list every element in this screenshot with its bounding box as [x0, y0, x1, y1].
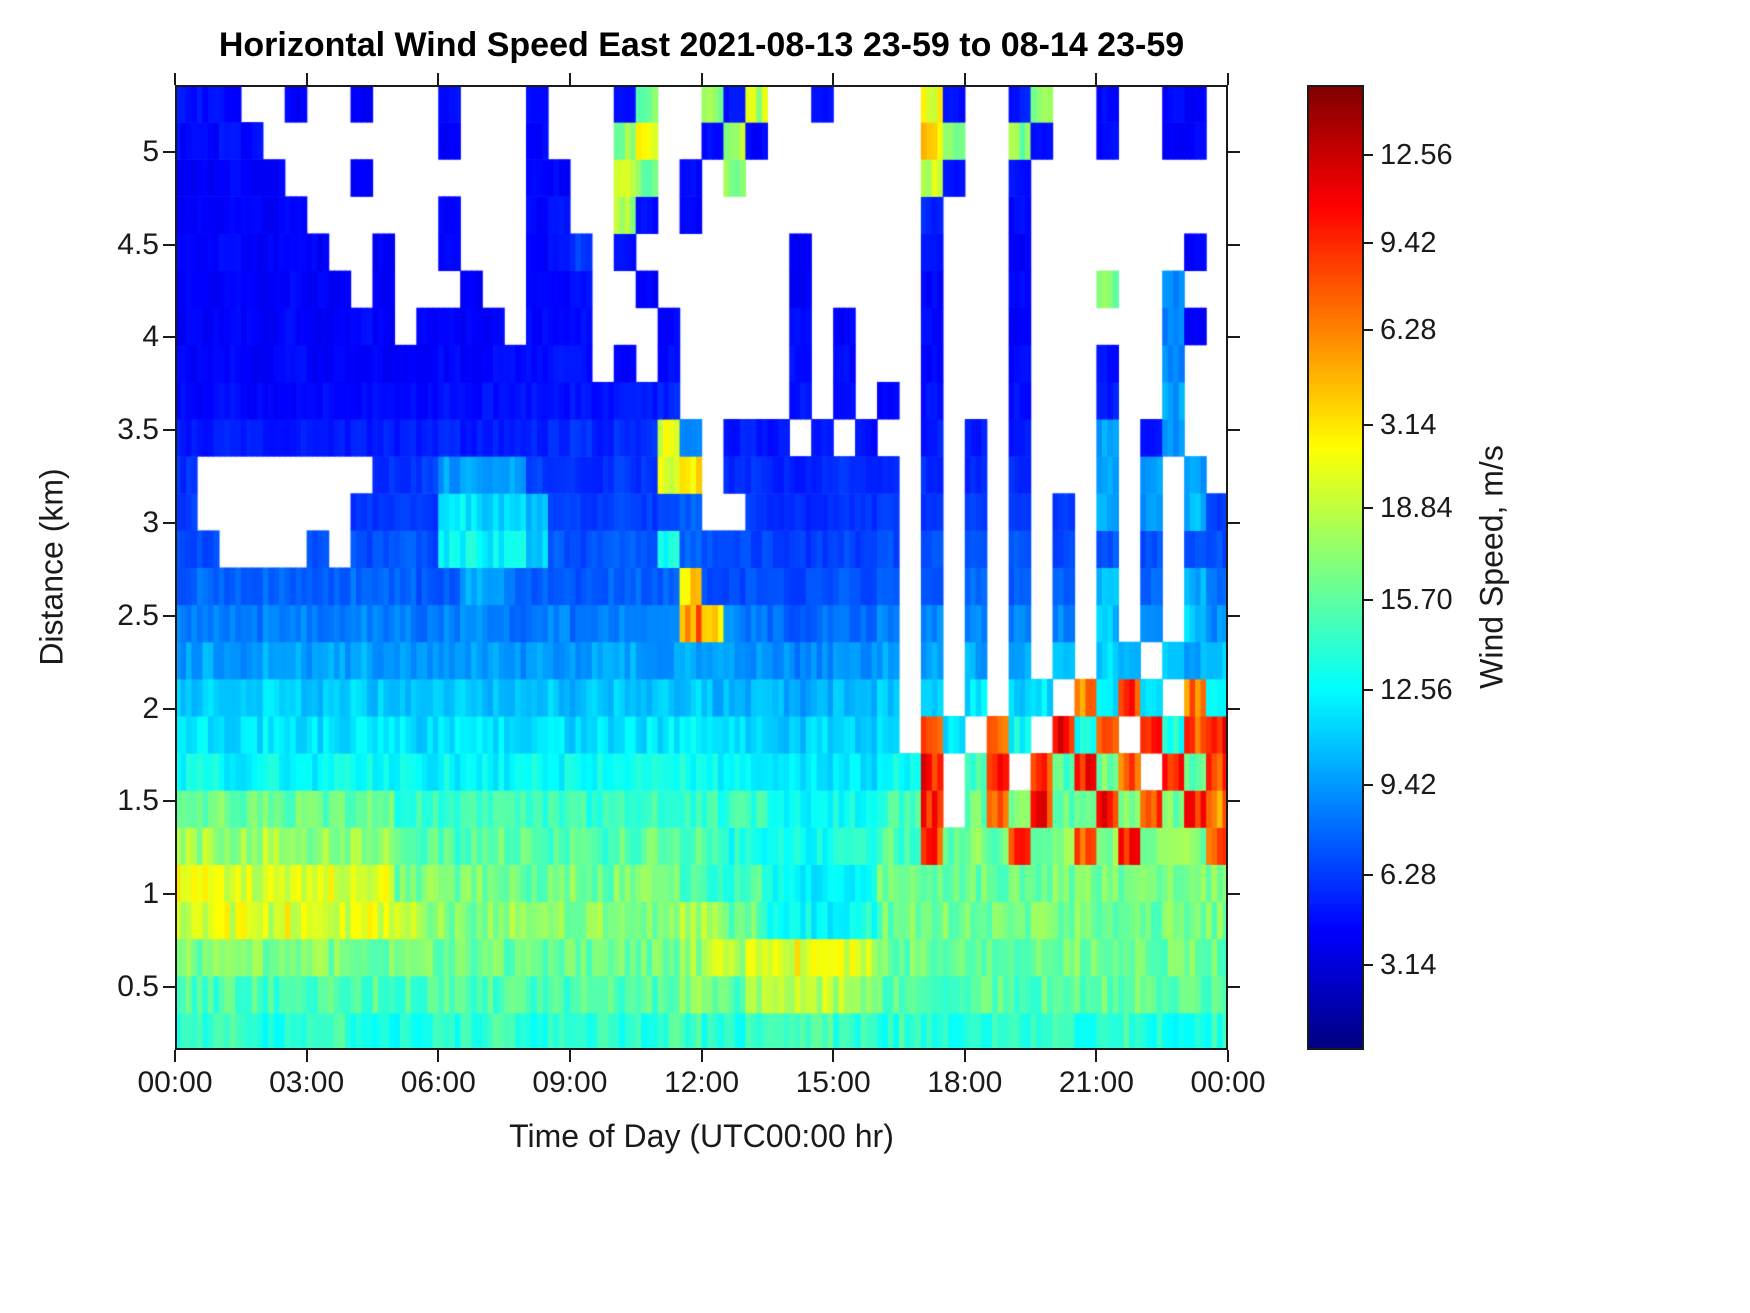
y-tick-mark — [163, 243, 175, 246]
x-tick-mark — [1227, 1050, 1229, 1062]
y-tick-mark-right — [1228, 429, 1240, 432]
y-tick-label: 2.5 — [117, 598, 159, 632]
y-tick-mark — [163, 893, 175, 896]
colorbar-tick-label: 9.42 — [1380, 227, 1437, 260]
x-tick-mark — [437, 1050, 440, 1062]
colorbar-tick-mark — [1364, 329, 1373, 332]
x-tick-label: 00:00 — [137, 1066, 213, 1099]
x-tick-mark-top — [174, 73, 176, 85]
colorbar-tick-label: 12.56 — [1380, 139, 1453, 172]
y-tick-label: 3.5 — [117, 413, 159, 447]
x-tick-mark-top — [832, 73, 835, 85]
colorbar-tick-mark — [1364, 874, 1373, 877]
y-tick-mark — [163, 614, 175, 617]
x-tick-label: 00:00 — [1190, 1066, 1266, 1099]
y-tick-mark — [163, 336, 175, 339]
y-axis-label: Distance (km) — [33, 468, 70, 666]
y-tick-mark-right — [1228, 800, 1240, 803]
y-tick-label: 3 — [142, 505, 159, 539]
y-tick-label: 1.5 — [117, 784, 159, 818]
x-tick-mark — [963, 1050, 966, 1062]
x-tick-label: 06:00 — [400, 1066, 476, 1099]
x-tick-mark-top — [305, 73, 308, 85]
y-tick-label: 2 — [142, 691, 159, 725]
colorbar-tick-label: 3.14 — [1380, 408, 1437, 441]
x-tick-mark — [832, 1050, 835, 1062]
x-tick-mark — [174, 1050, 176, 1062]
x-tick-mark-top — [437, 73, 440, 85]
x-tick-mark — [1095, 1050, 1098, 1062]
x-tick-label: 15:00 — [795, 1066, 871, 1099]
y-tick-mark-right — [1228, 336, 1240, 339]
colorbar-tick-mark — [1364, 154, 1373, 157]
y-tick-mark — [163, 985, 175, 988]
x-tick-mark — [305, 1050, 308, 1062]
colorbar-tick-mark — [1364, 423, 1373, 426]
y-tick-label: 4 — [142, 320, 159, 354]
colorbar-tick-mark — [1364, 783, 1373, 786]
y-tick-mark-right — [1228, 521, 1240, 524]
colorbar-label: Wind Speed, m/s — [1473, 445, 1510, 689]
colorbar-tick-label: 3.14 — [1380, 949, 1437, 982]
x-tick-mark — [568, 1050, 571, 1062]
y-tick-label: 0.5 — [117, 969, 159, 1003]
x-tick-label: 18:00 — [927, 1066, 1003, 1099]
colorbar-tick-label: 9.42 — [1380, 768, 1437, 801]
colorbar-gradient — [1307, 85, 1364, 1050]
y-tick-label: 1 — [142, 877, 159, 911]
x-tick-mark-top — [1227, 73, 1229, 85]
y-tick-mark — [163, 429, 175, 432]
colorbar-tick-label: 6.28 — [1380, 314, 1437, 347]
y-tick-mark — [163, 800, 175, 803]
colorbar-tick-mark — [1364, 242, 1373, 245]
colorbar-tick-mark — [1364, 506, 1373, 509]
y-tick-mark — [163, 521, 175, 524]
x-tick-mark — [700, 1050, 703, 1062]
y-tick-mark — [163, 707, 175, 710]
y-tick-label: 5 — [142, 134, 159, 168]
y-tick-mark-right — [1228, 243, 1240, 246]
colorbar-tick-label: 18.84 — [1380, 491, 1453, 524]
y-tick-mark-right — [1228, 614, 1240, 617]
heatmap-canvas — [175, 85, 1228, 1050]
x-tick-mark-top — [1095, 73, 1098, 85]
colorbar-tick-label: 6.28 — [1380, 859, 1437, 892]
x-tick-label: 03:00 — [269, 1066, 345, 1099]
x-tick-label: 21:00 — [1058, 1066, 1134, 1099]
colorbar-tick-mark — [1364, 964, 1373, 967]
x-axis-label: Time of Day (UTC00:00 hr) — [509, 1118, 894, 1154]
y-tick-mark-right — [1228, 150, 1240, 153]
x-tick-mark-top — [963, 73, 966, 85]
y-tick-mark — [163, 150, 175, 153]
y-tick-mark-right — [1228, 707, 1240, 710]
x-tick-mark-top — [568, 73, 571, 85]
x-tick-mark-top — [700, 73, 703, 85]
colorbar-tick-mark — [1364, 599, 1373, 602]
colorbar-tick-mark — [1364, 689, 1373, 692]
colorbar-tick-label: 15.70 — [1380, 584, 1453, 617]
y-tick-mark-right — [1228, 985, 1240, 988]
y-tick-label: 4.5 — [117, 227, 159, 261]
x-tick-label: 12:00 — [663, 1066, 740, 1099]
x-tick-label: 09:00 — [532, 1066, 608, 1099]
plot-title: Horizontal Wind Speed East 2021-08-13 23… — [218, 26, 1185, 64]
y-tick-mark-right — [1228, 893, 1240, 896]
colorbar-tick-label: 12.56 — [1380, 674, 1453, 707]
